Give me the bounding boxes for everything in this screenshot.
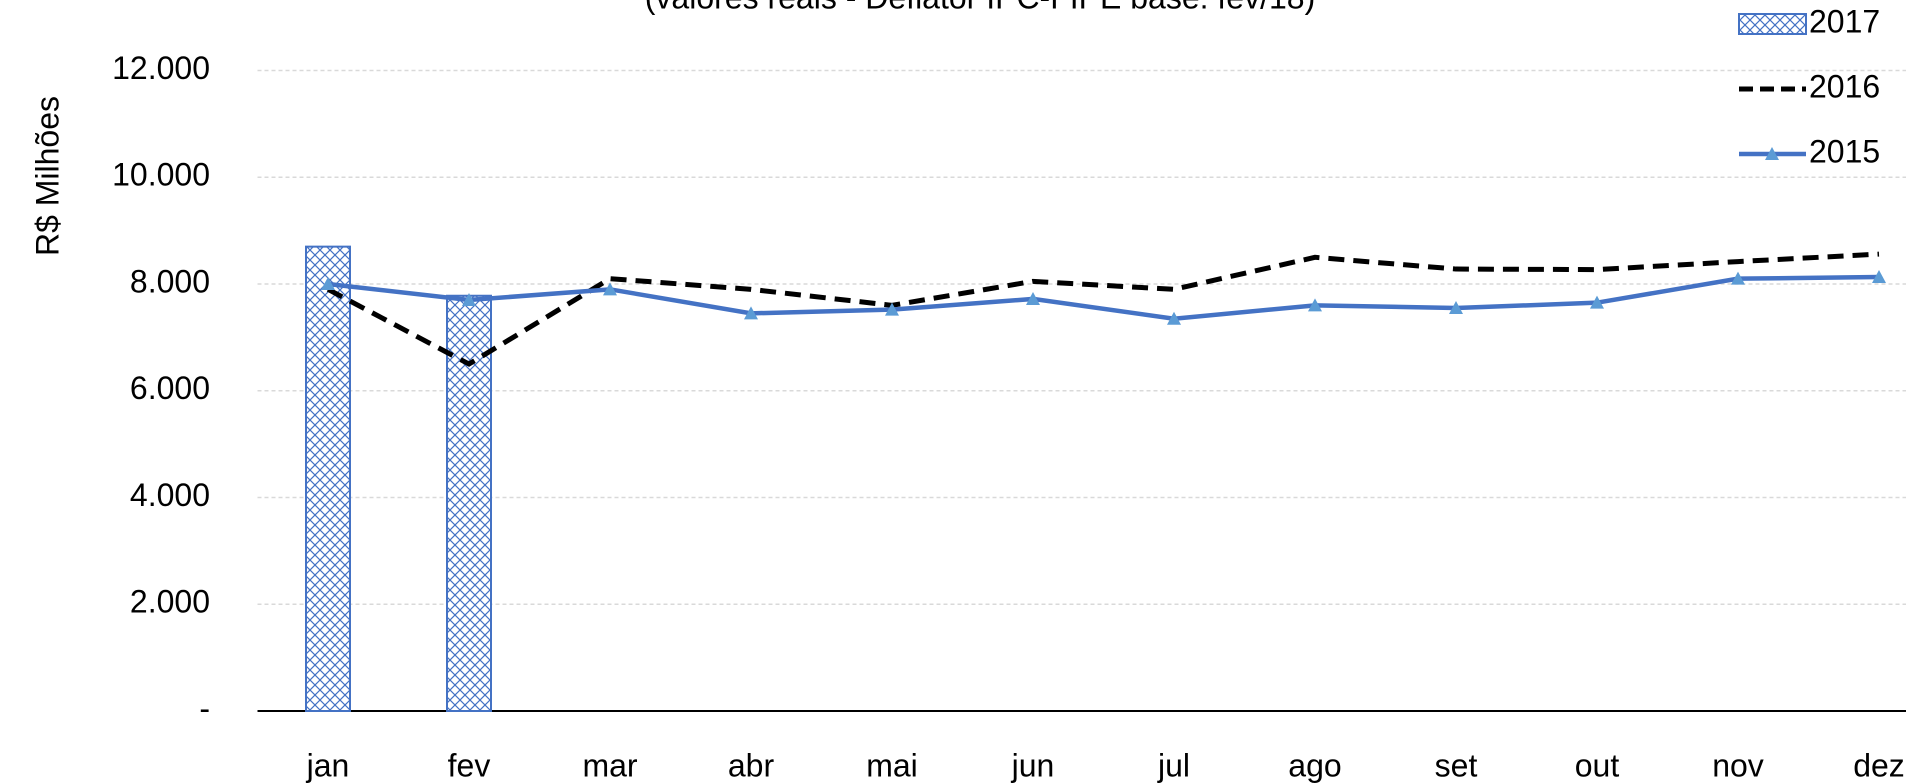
legend-swatch	[1738, 13, 1807, 35]
x-tick-label: jan	[306, 747, 350, 783]
marker	[1026, 291, 1040, 305]
marker	[1731, 271, 1745, 285]
y-tick-label: 2.000	[130, 584, 210, 620]
x-tick-label: fev	[448, 747, 491, 783]
bar	[305, 245, 351, 712]
x-tick-label: set	[1435, 747, 1478, 783]
y-tick-label: 10.000	[112, 157, 210, 193]
marker	[1449, 301, 1463, 315]
marker	[744, 306, 758, 320]
marker	[603, 282, 617, 296]
legend-label: 2015	[1809, 133, 1880, 169]
marker	[1167, 311, 1181, 325]
legend-label: 2016	[1809, 68, 1880, 104]
marker	[885, 302, 899, 316]
x-tick-label: jun	[1011, 747, 1055, 783]
marker	[1590, 295, 1604, 309]
y-axis-label: R$ Milhões	[29, 96, 65, 256]
x-tick-label: abr	[728, 747, 775, 783]
line	[327, 274, 1880, 321]
legend-label: 2017	[1809, 3, 1880, 39]
marker	[1308, 298, 1322, 312]
x-tick-label: jul	[1157, 747, 1190, 783]
x-tick-label: mai	[866, 747, 918, 783]
y-tick-label: 6.000	[130, 370, 210, 406]
y-tick-label: 8.000	[130, 263, 210, 299]
y-tick-label: 12.000	[112, 50, 210, 86]
x-tick-label: ago	[1288, 747, 1341, 783]
y-tick-label: 4.000	[130, 477, 210, 513]
x-tick-label: out	[1575, 747, 1620, 783]
marker	[462, 293, 476, 307]
x-tick-label: mar	[582, 747, 637, 783]
legend-marker	[1765, 147, 1779, 160]
x-tick-label: nov	[1712, 747, 1764, 783]
marker	[321, 277, 335, 290]
x-tick-label: dez	[1853, 747, 1905, 783]
y-tick-label: -	[199, 690, 210, 726]
chart-subtitle: (valores reais - Deflator IPC-FIPE base:…	[645, 0, 1315, 15]
bar	[446, 294, 492, 712]
marker	[1872, 270, 1886, 284]
